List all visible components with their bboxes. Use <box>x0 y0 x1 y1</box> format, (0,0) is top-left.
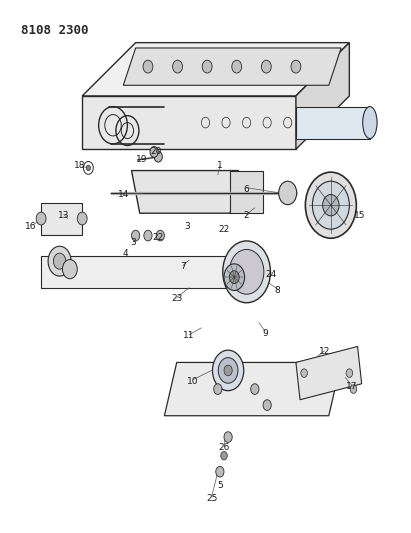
Circle shape <box>223 241 270 303</box>
Circle shape <box>346 369 353 377</box>
Text: 18: 18 <box>74 161 86 169</box>
Circle shape <box>132 230 140 241</box>
Circle shape <box>214 384 222 394</box>
Circle shape <box>86 165 90 171</box>
Polygon shape <box>41 203 82 235</box>
Text: 26: 26 <box>218 443 230 452</box>
Circle shape <box>216 466 224 477</box>
Text: 10: 10 <box>187 377 199 385</box>
Text: 11: 11 <box>183 332 195 340</box>
Text: 3: 3 <box>184 222 190 231</box>
Text: 22: 22 <box>152 233 164 241</box>
Circle shape <box>224 264 245 290</box>
Circle shape <box>229 249 264 294</box>
Circle shape <box>143 60 153 73</box>
Circle shape <box>48 246 71 276</box>
Text: 14: 14 <box>118 190 129 199</box>
Polygon shape <box>41 256 226 288</box>
Circle shape <box>350 385 357 393</box>
Text: 2: 2 <box>244 212 249 220</box>
Text: 12: 12 <box>319 348 330 356</box>
Polygon shape <box>230 171 263 213</box>
Circle shape <box>232 60 242 73</box>
Circle shape <box>312 181 349 229</box>
Polygon shape <box>82 96 296 149</box>
Circle shape <box>251 384 259 394</box>
Circle shape <box>36 212 46 225</box>
Circle shape <box>144 230 152 241</box>
Text: 19: 19 <box>136 156 148 164</box>
Ellipse shape <box>363 107 377 139</box>
Polygon shape <box>82 43 349 96</box>
Text: 6: 6 <box>244 185 249 193</box>
Circle shape <box>291 60 301 73</box>
Circle shape <box>279 181 297 205</box>
Text: 25: 25 <box>206 494 217 503</box>
Circle shape <box>154 151 162 162</box>
Circle shape <box>173 60 182 73</box>
Text: 4: 4 <box>122 249 128 257</box>
Text: 9: 9 <box>262 329 268 337</box>
Circle shape <box>224 432 232 442</box>
Text: 13: 13 <box>58 212 69 220</box>
Text: 3: 3 <box>131 238 136 247</box>
Text: 24: 24 <box>266 270 277 279</box>
Circle shape <box>218 358 238 383</box>
Text: 17: 17 <box>346 382 357 391</box>
Circle shape <box>263 400 271 410</box>
Circle shape <box>62 260 77 279</box>
Text: 8108 2300: 8108 2300 <box>21 24 88 37</box>
Circle shape <box>323 195 339 216</box>
Text: 1: 1 <box>217 161 223 169</box>
Circle shape <box>224 365 232 376</box>
Text: 5: 5 <box>217 481 223 489</box>
Text: 16: 16 <box>25 222 37 231</box>
Circle shape <box>221 451 227 460</box>
Circle shape <box>202 60 212 73</box>
Circle shape <box>301 369 307 377</box>
Polygon shape <box>296 107 370 139</box>
Polygon shape <box>296 43 349 149</box>
Text: 20: 20 <box>150 148 162 156</box>
Text: 7: 7 <box>180 262 186 271</box>
Text: 22: 22 <box>218 225 230 233</box>
Polygon shape <box>164 362 341 416</box>
Circle shape <box>261 60 271 73</box>
Polygon shape <box>123 48 341 85</box>
Text: 23: 23 <box>171 294 182 303</box>
Circle shape <box>156 230 164 241</box>
Text: 15: 15 <box>354 212 365 220</box>
Circle shape <box>77 212 87 225</box>
Circle shape <box>212 350 244 391</box>
Polygon shape <box>132 171 238 213</box>
Text: 8: 8 <box>275 286 280 295</box>
Polygon shape <box>296 346 362 400</box>
Circle shape <box>305 172 356 238</box>
Circle shape <box>229 271 239 284</box>
Circle shape <box>150 147 158 157</box>
Circle shape <box>53 253 66 269</box>
